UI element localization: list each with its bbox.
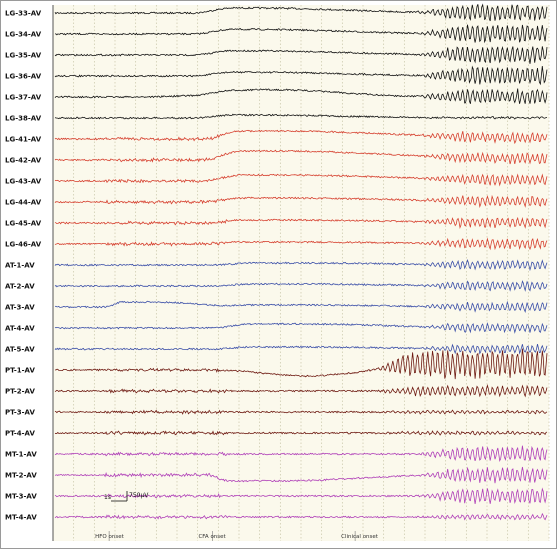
trace-lg-42-av	[54, 149, 548, 165]
trace-at-1-av	[54, 258, 548, 272]
channel-label: AT-1-AV	[5, 262, 35, 270]
trace-lg-33-av	[54, 3, 548, 22]
channel-label: PT-2-AV	[5, 388, 36, 396]
channel-label: MT-2-AV	[5, 472, 37, 480]
channel-label: PT-4-AV	[5, 430, 36, 438]
trace-lg-44-av	[54, 194, 548, 208]
onset-markers: HFO onset CFA onset Clinical onset	[95, 531, 379, 541]
channel-label: AT-3-AV	[5, 304, 35, 312]
channel-label: LG-37-AV	[5, 94, 42, 102]
channel-label: AT-2-AV	[5, 283, 35, 291]
marker-label: CFA onset	[198, 534, 226, 540]
marker-label: HFO onset	[95, 534, 124, 540]
channel-label: AT-5-AV	[5, 346, 35, 354]
channel-label: LG-41-AV	[5, 136, 42, 144]
trace-pt-4-av	[54, 430, 548, 436]
channel-label: PT-3-AV	[5, 409, 36, 417]
trace-mt-3-av	[54, 487, 548, 505]
channel-label: MT-1-AV	[5, 451, 37, 459]
channel-label: LG-36-AV	[5, 73, 42, 81]
channel-label: LG-42-AV	[5, 157, 42, 165]
plot-background	[53, 5, 549, 541]
trace-lg-35-av	[54, 46, 548, 64]
channel-traces	[54, 3, 548, 521]
trace-pt-3-av	[54, 409, 548, 415]
time-gridlines	[52, 5, 550, 541]
channel-label: LG-46-AV	[5, 241, 42, 249]
scale-bar: 1s 750μV	[104, 491, 149, 502]
trace-at-3-av	[54, 300, 548, 313]
channel-labels: LG-33-AV LG-34-AV LG-35-AV LG-36-AV LG-37-AV…	[5, 10, 42, 522]
trace-mt-4-av	[54, 512, 548, 521]
marker-label: Clinical onset	[341, 534, 379, 540]
trace-lg-36-av	[54, 65, 548, 86]
channel-label: AT-4-AV	[5, 325, 35, 333]
trace-mt-1-av	[54, 445, 548, 462]
trace-mt-2-av	[55, 466, 548, 484]
trace-at-4-av	[54, 322, 548, 334]
channel-label: LG-45-AV	[5, 220, 42, 228]
channel-label: LG-44-AV	[5, 199, 42, 207]
trace-lg-43-av	[54, 173, 548, 187]
channel-label: LG-33-AV	[5, 10, 42, 18]
channel-label: LG-43-AV	[5, 178, 42, 186]
channel-label: LG-35-AV	[5, 52, 42, 60]
trace-pt-2-av	[54, 384, 548, 398]
trace-lg-34-av	[55, 24, 548, 44]
channel-label: PT-1-AV	[5, 367, 36, 375]
scale-bar-amplitude-label: 750μV	[129, 492, 149, 499]
channel-label: MT-4-AV	[5, 514, 37, 522]
trace-lg-45-av	[54, 216, 548, 229]
channel-label: LG-34-AV	[5, 31, 42, 39]
trace-pt-1-av	[54, 348, 548, 380]
trace-lg-41-av	[54, 129, 548, 145]
trace-lg-46-av	[54, 237, 548, 251]
trace-at-5-av	[54, 343, 548, 355]
scale-bar-time-label: 1s	[104, 494, 111, 501]
trace-lg-37-av	[54, 88, 548, 104]
channel-label: LG-38-AV	[5, 115, 42, 123]
channel-label: MT-3-AV	[5, 493, 37, 501]
trace-lg-38-av	[54, 113, 548, 120]
trace-at-2-av	[54, 280, 548, 292]
